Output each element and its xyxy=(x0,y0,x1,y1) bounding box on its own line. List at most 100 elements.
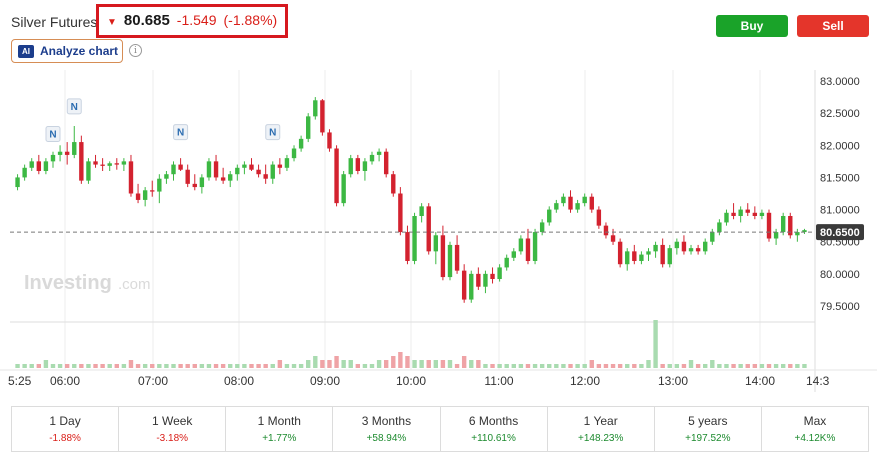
period-1-week[interactable]: 1 Week -3.18% xyxy=(119,407,227,451)
volume-bar xyxy=(213,364,219,368)
candle-body xyxy=(532,232,538,261)
candle-body xyxy=(497,267,502,279)
candle-body xyxy=(759,212,765,216)
volume-bar xyxy=(93,364,98,368)
period-1-day[interactable]: 1 Day -1.88% xyxy=(12,407,120,451)
price-change-percent: (-1.88%) xyxy=(223,12,278,28)
candle-body xyxy=(220,177,226,181)
volume-bar xyxy=(72,364,77,368)
candle-body xyxy=(717,222,722,233)
candle-body xyxy=(157,178,162,192)
candle-body xyxy=(206,161,212,178)
volume-bar xyxy=(547,364,552,368)
volume-bar xyxy=(561,364,566,368)
candle-body xyxy=(291,148,297,159)
candle-body xyxy=(561,196,566,204)
volume-bar xyxy=(681,364,687,368)
y-tick-label: 80.0000 xyxy=(820,269,860,281)
volume-bar xyxy=(256,364,261,368)
period-1-year[interactable]: 1 Year +148.23% xyxy=(548,407,655,451)
volume-bar xyxy=(575,364,580,368)
instrument-title: Silver Futures xyxy=(11,14,98,30)
candle-body xyxy=(334,148,339,204)
volume-bar xyxy=(639,364,644,368)
volume-bar xyxy=(391,356,396,368)
candle-body xyxy=(263,174,268,179)
volume-bar xyxy=(738,364,743,368)
candle-body xyxy=(632,251,637,261)
candle-body xyxy=(121,161,127,165)
period-5-years[interactable]: 5 years +197.52% xyxy=(655,407,762,451)
volume-bar xyxy=(554,364,559,368)
news-marker-icon xyxy=(45,126,61,142)
news-marker-label: N xyxy=(49,130,56,141)
candle-body xyxy=(192,183,197,188)
period-3-months[interactable]: 3 Months +58.94% xyxy=(333,407,441,451)
period-6-months[interactable]: 6 Months +110.61% xyxy=(441,407,548,451)
volume-bar xyxy=(731,364,736,368)
volume-bar xyxy=(206,364,212,368)
candle-body xyxy=(639,254,644,261)
volume-bar xyxy=(313,356,318,368)
volume-bar xyxy=(291,364,297,368)
down-arrow-icon: ▼ xyxy=(107,17,117,28)
volume-bar xyxy=(142,364,148,368)
candle-body xyxy=(426,206,431,252)
candle-body xyxy=(433,235,439,252)
candle-body xyxy=(15,177,20,188)
period-label: 6 Months xyxy=(468,414,519,428)
period-1-month[interactable]: 1 Month +1.77% xyxy=(226,407,334,451)
news-marker-icon xyxy=(173,124,189,141)
y-tick-label: 82.0000 xyxy=(820,140,860,152)
volume-bar xyxy=(22,364,27,368)
ai-icon: AI xyxy=(18,44,34,58)
candle-body xyxy=(306,116,311,139)
news-marker-label: N xyxy=(71,102,78,113)
candle-body xyxy=(57,151,63,155)
volume-bar xyxy=(398,352,403,368)
buy-button[interactable]: Buy xyxy=(716,15,788,37)
candle-body xyxy=(348,158,353,175)
volume-bar xyxy=(228,364,233,368)
x-tick-label: 14:00 xyxy=(745,374,775,388)
volume-bar xyxy=(632,364,637,368)
candle-body xyxy=(135,193,141,200)
candle-body xyxy=(50,154,56,162)
volume-bar xyxy=(405,356,410,368)
volume-bar xyxy=(539,364,545,368)
volume-bar xyxy=(695,364,701,368)
period-label: 1 Day xyxy=(49,414,81,428)
candle-body xyxy=(752,212,758,216)
candle-body xyxy=(150,190,155,192)
sell-button[interactable]: Sell xyxy=(797,15,869,37)
candle-body xyxy=(461,270,467,300)
period-change: +110.61% xyxy=(471,433,516,444)
volume-bar xyxy=(483,364,488,368)
candle-body xyxy=(228,174,233,181)
volume-bar xyxy=(518,364,524,368)
candle-body xyxy=(554,203,559,210)
instrument-header: Silver Futures ▼ 80.685 -1.549 (-1.88%) … xyxy=(0,0,877,70)
volume-bar xyxy=(525,364,531,368)
candle-body xyxy=(298,138,304,149)
info-icon[interactable]: i xyxy=(129,44,142,57)
volume-bar xyxy=(242,364,247,368)
volume-bar xyxy=(653,320,658,368)
candle-body xyxy=(277,164,283,168)
candle-body xyxy=(681,241,687,252)
volume-bar xyxy=(15,364,20,368)
volume-bar xyxy=(745,364,750,368)
volume-bar xyxy=(220,364,226,368)
analyze-chart-button[interactable]: AI Analyze chart xyxy=(11,39,123,63)
candle-body xyxy=(419,206,424,216)
candle-body xyxy=(660,244,665,265)
candle-body xyxy=(454,244,460,271)
candle-body xyxy=(79,142,84,181)
candle-body xyxy=(575,203,580,210)
volume-bar xyxy=(121,364,127,368)
volume-bar xyxy=(114,364,119,368)
price-chart[interactable]: Investing .com 83.0000 82.5000 82.0000 81.500… xyxy=(0,70,877,392)
volume-bar xyxy=(476,360,481,368)
candle-body xyxy=(313,100,318,117)
period-max[interactable]: Max +4.12K% xyxy=(762,407,868,451)
